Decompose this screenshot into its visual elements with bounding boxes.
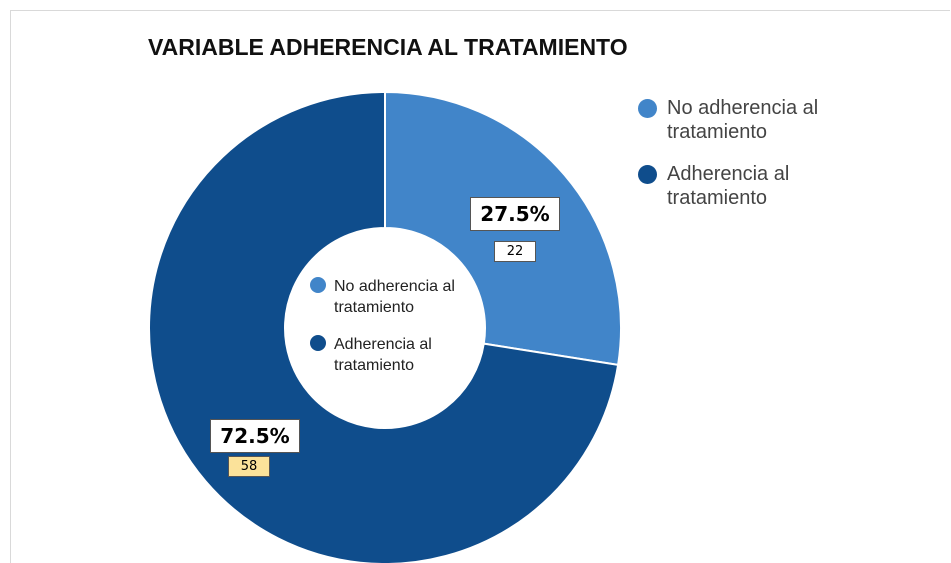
- legend-item: Adherencia al tratamiento: [638, 162, 867, 210]
- legend-swatch: [638, 165, 657, 184]
- data-label: 72.5%: [210, 419, 300, 453]
- legend-item: No adherencia al tratamiento: [310, 276, 484, 318]
- legend-label: Adherencia al tratamiento: [667, 163, 790, 209]
- count-label: 58: [228, 456, 270, 477]
- chart-title: VARIABLE ADHERENCIA AL TRATAMIENTO: [148, 34, 628, 60]
- legend-swatch: [310, 335, 326, 351]
- legend-label: No adherencia al tratamiento: [667, 97, 819, 143]
- data-label: 27.5%: [470, 197, 560, 231]
- legend-item: Adherencia al tratamiento: [310, 334, 484, 376]
- legend-item: No adherencia al tratamiento: [638, 96, 867, 144]
- legend-swatch: [310, 277, 326, 293]
- legend-label: Adherencia al tratamiento: [334, 336, 432, 374]
- legend-swatch: [638, 99, 657, 118]
- count-label: 22: [494, 241, 536, 262]
- legend-label: No adherencia al tratamiento: [334, 278, 455, 316]
- chart-frame: [10, 10, 950, 563]
